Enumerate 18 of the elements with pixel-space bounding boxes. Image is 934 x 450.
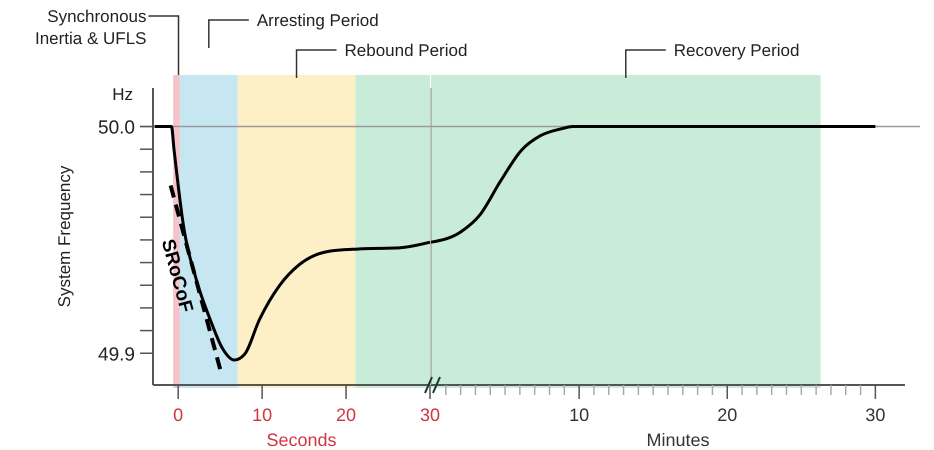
band-label: Arresting Period (256, 11, 379, 30)
x-tick-label: 20 (336, 405, 356, 425)
x-axis-title: Seconds (266, 430, 337, 450)
y-tick-label: 50.0 (98, 118, 135, 139)
y-tick-label: 49.9 (98, 344, 135, 366)
band-label: Synchronous Inertia & UFLS (35, 7, 147, 48)
x-tick-label: 30 (865, 405, 886, 425)
x-tick-label: 20 (717, 405, 738, 425)
x-axis-title: Minutes (646, 430, 710, 450)
x-tick-label: 10 (252, 405, 272, 425)
text: Hz (112, 85, 133, 104)
band-label: Rebound Period (344, 41, 468, 60)
text: SRoCoF (156, 236, 197, 315)
band-label: Recovery Period (674, 41, 800, 60)
x-tick-label: 30 (420, 405, 440, 425)
x-tick-label: 10 (569, 405, 590, 425)
x-tick-label: 0 (173, 405, 184, 425)
y-axis-title: System Frequency (55, 165, 74, 308)
